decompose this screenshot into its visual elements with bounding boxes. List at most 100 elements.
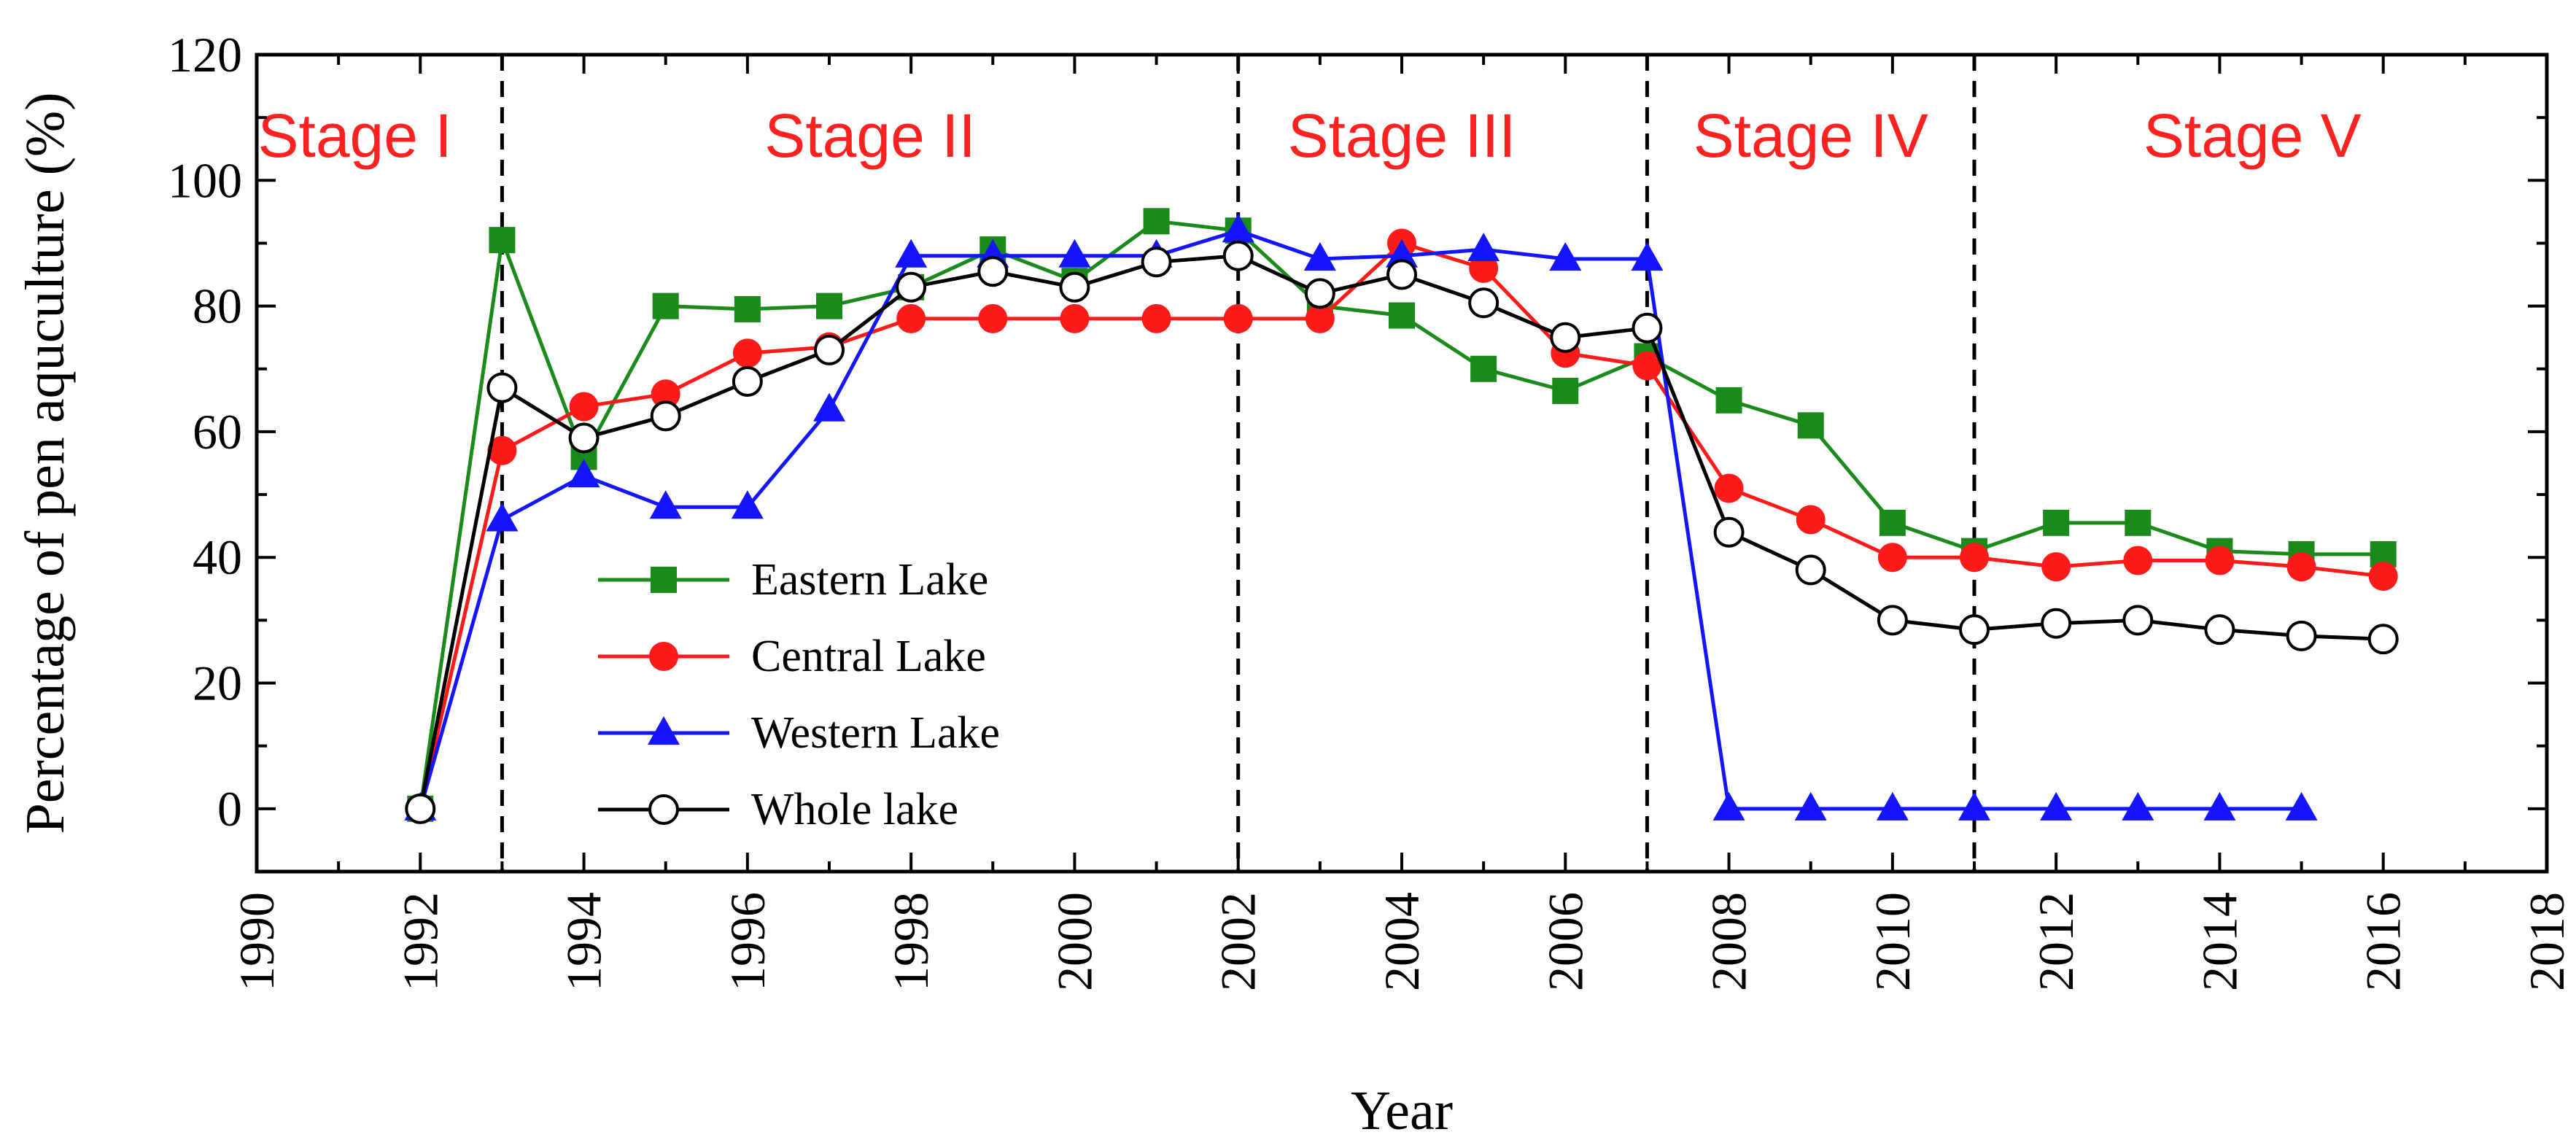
data-point <box>2367 624 2399 655</box>
data-point <box>569 392 599 422</box>
series-eastern-lake <box>407 208 2397 822</box>
data-point <box>1714 473 1744 503</box>
data-point <box>732 338 762 368</box>
x-tick-label: 2004 <box>1374 892 1429 991</box>
data-point <box>1141 247 1172 278</box>
data-point <box>1549 242 1582 271</box>
data-point <box>1796 505 1826 535</box>
data-point <box>1467 233 1500 262</box>
data-point <box>1304 278 1335 309</box>
data-point <box>1794 791 1827 821</box>
data-point <box>1715 387 1742 414</box>
legend-label: Whole lake <box>751 785 958 834</box>
data-point <box>1303 242 1336 271</box>
x-tick-label: 1998 <box>883 892 939 991</box>
data-point <box>2043 509 2070 536</box>
data-point <box>1470 355 1497 382</box>
y-tick-label: 100 <box>168 152 242 208</box>
data-point <box>1876 791 1909 821</box>
data-point <box>1552 377 1579 404</box>
stage-boundaries: Stage I Stage II Stage III Stage IV Stage V <box>257 55 2362 872</box>
data-point <box>486 503 519 532</box>
data-point <box>1058 238 1091 268</box>
legend-marker <box>649 642 678 671</box>
legend-item: Western Lake <box>598 708 1000 758</box>
x-tick-label: 1992 <box>392 892 448 991</box>
data-point <box>813 392 845 422</box>
data-point <box>1713 516 1745 548</box>
stage-label: Stage III <box>1288 101 1516 170</box>
x-tick-label: 2014 <box>2192 892 2247 991</box>
data-point <box>1877 543 1907 573</box>
data-point <box>2368 562 2398 592</box>
data-point <box>2040 791 2073 821</box>
x-tick-label: 1990 <box>229 892 284 991</box>
x-tick-label: 1994 <box>556 892 612 991</box>
series-line <box>418 228 2302 811</box>
data-point <box>1386 259 1417 290</box>
data-point <box>977 256 1009 287</box>
data-point <box>652 292 679 319</box>
data-point <box>978 303 1008 333</box>
data-point <box>2123 546 2153 575</box>
data-point <box>2041 552 2071 582</box>
x-tick-label: 2018 <box>2519 892 2575 991</box>
plot-border <box>255 53 2549 874</box>
legend-label: Central Lake <box>751 632 986 681</box>
stage-label: Stage I <box>257 101 451 170</box>
data-point <box>895 238 928 268</box>
data-point <box>1143 208 1170 235</box>
y-tick-label: 120 <box>168 27 242 82</box>
data-point <box>2122 605 2154 636</box>
data-point <box>896 303 926 333</box>
legend-label: Eastern Lake <box>751 555 988 605</box>
stage-label: Stage II <box>764 101 976 170</box>
data-point <box>2285 791 2318 821</box>
x-tick-label: 2010 <box>1865 892 1920 991</box>
data-point <box>1797 412 1824 439</box>
data-point <box>1632 351 1662 381</box>
series-line <box>418 254 2383 810</box>
data-point <box>2203 791 2236 821</box>
y-tick-label: 40 <box>193 530 242 585</box>
data-point <box>1222 240 1254 271</box>
data-point <box>1632 312 1663 344</box>
data-point <box>2041 608 2072 639</box>
y-tick-label: 0 <box>217 781 242 837</box>
data-point <box>568 422 600 454</box>
legend-marker <box>648 794 679 825</box>
data-point <box>731 490 764 519</box>
legend-label: Western Lake <box>751 708 1000 758</box>
data-point <box>1959 614 1990 645</box>
data-point <box>2122 791 2154 821</box>
x-tick-label: 2008 <box>1702 892 1757 991</box>
data-point <box>896 271 927 303</box>
y-tick-label: 60 <box>193 404 242 459</box>
data-point <box>1631 242 1664 271</box>
data-point <box>1877 605 1908 636</box>
data-point <box>1879 509 1906 536</box>
data-point <box>1222 214 1254 243</box>
x-tick-label: 2000 <box>1047 892 1102 991</box>
data-point <box>1141 303 1171 333</box>
data-point <box>649 490 682 519</box>
data-point <box>2286 620 2317 651</box>
stage-label: Stage IV <box>1694 101 1928 170</box>
legend: Eastern Lake Central Lake Western Lake Whol… <box>598 555 1000 834</box>
data-point <box>1223 303 1253 333</box>
legend-item: Eastern Lake <box>598 555 988 605</box>
x-tick-label: 1996 <box>720 892 775 991</box>
data-point <box>1059 271 1090 303</box>
x-tick-label: 2006 <box>1537 892 1593 991</box>
plot-frame <box>255 53 2549 874</box>
data-point <box>1795 554 1826 586</box>
data-point <box>567 459 600 488</box>
y-tick-label: 20 <box>193 656 242 711</box>
data-point <box>651 379 680 409</box>
data-point <box>2205 546 2235 575</box>
series-central-lake <box>406 228 2398 823</box>
data-point <box>734 295 761 322</box>
data-point <box>1550 322 1581 353</box>
y-tick-label: 80 <box>193 279 242 334</box>
